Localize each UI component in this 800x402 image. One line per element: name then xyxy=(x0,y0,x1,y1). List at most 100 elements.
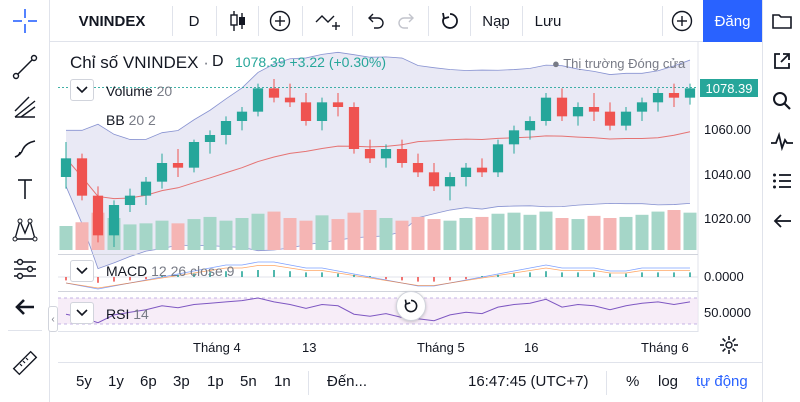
text-icon xyxy=(18,179,32,199)
load-label: Nạp xyxy=(482,12,510,30)
collapse-macd-button[interactable] xyxy=(70,260,94,282)
collapse-rsi-button[interactable] xyxy=(70,302,94,324)
macd-value: 12 26 close 9 xyxy=(151,263,235,279)
collapse-toolbar-handle[interactable]: ‹ xyxy=(48,306,58,332)
range-5d[interactable]: 5n xyxy=(240,373,257,390)
chevron-left-icon: ‹ xyxy=(51,313,55,325)
volume-bar xyxy=(603,218,617,250)
range-1d[interactable]: 1n xyxy=(274,373,291,390)
price-axis-label: 1060.00 xyxy=(704,122,751,137)
reset-chart-button[interactable] xyxy=(434,0,466,42)
list-button[interactable] xyxy=(767,166,797,196)
pattern-icon xyxy=(12,218,38,242)
crosshair-tool[interactable] xyxy=(8,4,42,38)
candle-body xyxy=(508,130,520,145)
macd-histogram-bar xyxy=(673,272,675,277)
symbol-search[interactable]: VNINDEX xyxy=(58,0,166,42)
price-chart[interactable] xyxy=(58,42,762,332)
goto-date-button[interactable]: Đến... xyxy=(327,373,368,390)
range-1y[interactable]: 1y xyxy=(108,373,124,390)
volume-bar xyxy=(571,219,585,250)
macd-histogram-bar xyxy=(353,274,355,277)
macd-histogram-bar xyxy=(545,271,547,277)
macd-histogram-bar xyxy=(593,272,595,277)
fib-tool[interactable] xyxy=(8,90,42,124)
folder-icon xyxy=(772,14,792,29)
volume-value: 20 xyxy=(156,83,173,99)
brush-tool[interactable] xyxy=(8,132,42,166)
macd-histogram-bar xyxy=(225,271,227,277)
add-indicator-button[interactable] xyxy=(262,0,298,42)
range-3m[interactable]: 3p xyxy=(173,373,190,390)
trend-line-icon xyxy=(12,54,38,80)
right-toolbar xyxy=(762,0,800,402)
clock-timezone[interactable]: 16:47:45 (UTC+7) xyxy=(468,373,589,390)
interval-selector[interactable]: D xyxy=(178,0,210,42)
chart-title-text: Chỉ số VNINDEX xyxy=(70,53,199,72)
collapse-panel-button[interactable] xyxy=(767,206,797,236)
arrow-left-icon xyxy=(773,214,791,228)
reset-scale-button[interactable] xyxy=(396,291,426,321)
candle-body xyxy=(204,135,216,142)
candle-body xyxy=(556,97,568,117)
macd-signal-line xyxy=(65,265,690,289)
percent-scale-toggle[interactable]: % xyxy=(626,373,640,390)
candle-body xyxy=(364,149,376,159)
symbol-label: VNINDEX xyxy=(78,12,146,30)
volume-legend[interactable]: Volume 20 xyxy=(106,83,172,99)
trend-line-tool[interactable] xyxy=(8,50,42,84)
bollinger-lower-line xyxy=(65,186,691,270)
macd-histogram-bar xyxy=(337,273,339,277)
text-tool[interactable] xyxy=(8,172,42,206)
candle-body xyxy=(572,107,584,117)
collapse-legend-button[interactable] xyxy=(70,79,94,101)
candle-body xyxy=(108,205,120,236)
volume-bar xyxy=(507,212,521,250)
bb-legend[interactable]: BB 20 2 xyxy=(106,112,156,128)
chart-settings-button[interactable] xyxy=(716,333,742,357)
add-button[interactable] xyxy=(666,0,698,42)
pane-divider xyxy=(58,254,698,255)
chart-type-button[interactable] xyxy=(222,0,254,42)
range-6m[interactable]: 6p xyxy=(140,373,157,390)
volume-bar xyxy=(219,220,233,250)
log-scale-toggle[interactable]: log xyxy=(658,373,679,390)
auto-scale-toggle[interactable]: tự động xyxy=(696,373,748,390)
rsi-legend[interactable]: RSI 14 xyxy=(106,306,149,322)
volume-bar xyxy=(459,218,473,250)
candle-body xyxy=(76,158,88,196)
open-external-button[interactable] xyxy=(767,46,797,76)
publish-button[interactable]: Đăng xyxy=(703,0,762,42)
save-button[interactable]: Lưu xyxy=(528,0,568,42)
redo-button[interactable] xyxy=(392,0,422,42)
macd-legend[interactable]: MACD 12 26 close 9 xyxy=(106,263,234,279)
pattern-tool[interactable] xyxy=(8,212,42,246)
candle-body xyxy=(588,107,600,112)
volume-bar xyxy=(123,224,137,250)
load-button[interactable]: Nạp xyxy=(476,0,516,42)
search-button[interactable] xyxy=(767,86,797,116)
undo-button[interactable] xyxy=(360,0,390,42)
measure-tool[interactable] xyxy=(8,252,42,286)
time-label: Tháng 6 xyxy=(641,340,689,355)
volume-bar xyxy=(539,211,553,250)
time-label: 13 xyxy=(302,340,317,355)
range-5y[interactable]: 5y xyxy=(76,373,92,390)
macd-histogram-bar xyxy=(609,273,611,277)
compare-button[interactable] xyxy=(310,0,346,42)
ruler-tool[interactable] xyxy=(8,346,42,380)
macd-histogram-bar xyxy=(241,271,243,277)
range-1m[interactable]: 1p xyxy=(207,373,224,390)
bollinger-band-fill xyxy=(66,52,690,269)
interval-label: D xyxy=(188,12,200,30)
pulse-button[interactable] xyxy=(767,126,797,156)
title-separator: · xyxy=(203,53,209,72)
back-button[interactable] xyxy=(8,290,42,324)
volume-bar xyxy=(427,219,441,250)
watchlist-button[interactable] xyxy=(767,6,797,36)
macd-histogram-bar xyxy=(497,274,499,277)
arrow-left-icon xyxy=(15,299,34,315)
candle-body xyxy=(60,158,72,177)
chart-title: Chỉ số VNINDEX · xyxy=(70,53,209,73)
volume-bar xyxy=(59,226,73,250)
